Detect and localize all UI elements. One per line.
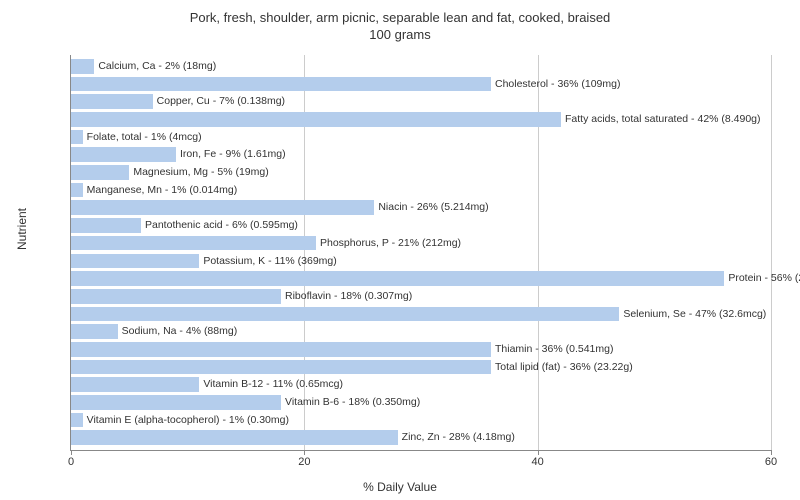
- x-axis-label: % Daily Value: [0, 480, 800, 494]
- x-tick-label: 60: [765, 456, 777, 468]
- bar: [71, 342, 491, 357]
- title-line-1: Pork, fresh, shoulder, arm picnic, separ…: [190, 10, 611, 25]
- bar: [71, 183, 83, 198]
- bar: [71, 271, 724, 286]
- x-tick-label: 20: [298, 456, 310, 468]
- bar-label: Selenium, Se - 47% (32.6mcg): [619, 307, 766, 322]
- bar: [71, 165, 129, 180]
- bar-label: Pantothenic acid - 6% (0.595mg): [141, 218, 298, 233]
- bar-label: Protein - 56% (27.99g): [724, 271, 800, 286]
- x-tick-mark: [71, 450, 72, 455]
- bar: [71, 360, 491, 375]
- bar-label: Vitamin B-12 - 11% (0.65mcg): [199, 377, 343, 392]
- title-line-2: 100 grams: [369, 27, 430, 42]
- bar-label: Calcium, Ca - 2% (18mg): [94, 59, 216, 74]
- bar: [71, 377, 199, 392]
- bar-label: Folate, total - 1% (4mcg): [83, 130, 202, 145]
- x-tick-label: 40: [532, 456, 544, 468]
- bar-label: Zinc, Zn - 28% (4.18mg): [398, 430, 515, 445]
- bar-label: Total lipid (fat) - 36% (23.22g): [491, 360, 633, 375]
- x-tick-mark: [771, 450, 772, 455]
- gridline: [771, 55, 772, 450]
- bar-label: Sodium, Na - 4% (88mg): [118, 324, 238, 339]
- bar: [71, 395, 281, 410]
- y-axis-label: Nutrient: [15, 208, 29, 250]
- bar-label: Cholesterol - 36% (109mg): [491, 77, 620, 92]
- chart-container: Pork, fresh, shoulder, arm picnic, separ…: [0, 0, 800, 500]
- plot-area: 0204060Calcium, Ca - 2% (18mg)Cholestero…: [70, 55, 771, 451]
- bar: [71, 236, 316, 251]
- x-tick-label: 0: [68, 456, 74, 468]
- bar-label: Iron, Fe - 9% (1.61mg): [176, 147, 286, 162]
- bar-label: Niacin - 26% (5.214mg): [374, 200, 488, 215]
- bar: [71, 307, 619, 322]
- bar-label: Manganese, Mn - 1% (0.014mg): [83, 183, 238, 198]
- bar-label: Magnesium, Mg - 5% (19mg): [129, 165, 268, 180]
- bar: [71, 112, 561, 127]
- bar: [71, 218, 141, 233]
- bar-label: Copper, Cu - 7% (0.138mg): [153, 94, 285, 109]
- bar-label: Vitamin B-6 - 18% (0.350mg): [281, 395, 420, 410]
- bar: [71, 200, 374, 215]
- bar: [71, 430, 398, 445]
- bar-label: Vitamin E (alpha-tocopherol) - 1% (0.30m…: [83, 413, 289, 428]
- bar: [71, 413, 83, 428]
- bar: [71, 59, 94, 74]
- bar: [71, 94, 153, 109]
- bar: [71, 254, 199, 269]
- bar-label: Thiamin - 36% (0.541mg): [491, 342, 613, 357]
- bar: [71, 324, 118, 339]
- bar-label: Phosphorus, P - 21% (212mg): [316, 236, 461, 251]
- bar: [71, 130, 83, 145]
- bar-label: Riboflavin - 18% (0.307mg): [281, 289, 412, 304]
- x-tick-mark: [538, 450, 539, 455]
- bar-label: Fatty acids, total saturated - 42% (8.49…: [561, 112, 761, 127]
- x-tick-mark: [304, 450, 305, 455]
- bar: [71, 147, 176, 162]
- bar: [71, 289, 281, 304]
- bar-label: Potassium, K - 11% (369mg): [199, 254, 336, 269]
- chart-title: Pork, fresh, shoulder, arm picnic, separ…: [0, 0, 800, 44]
- bar: [71, 77, 491, 92]
